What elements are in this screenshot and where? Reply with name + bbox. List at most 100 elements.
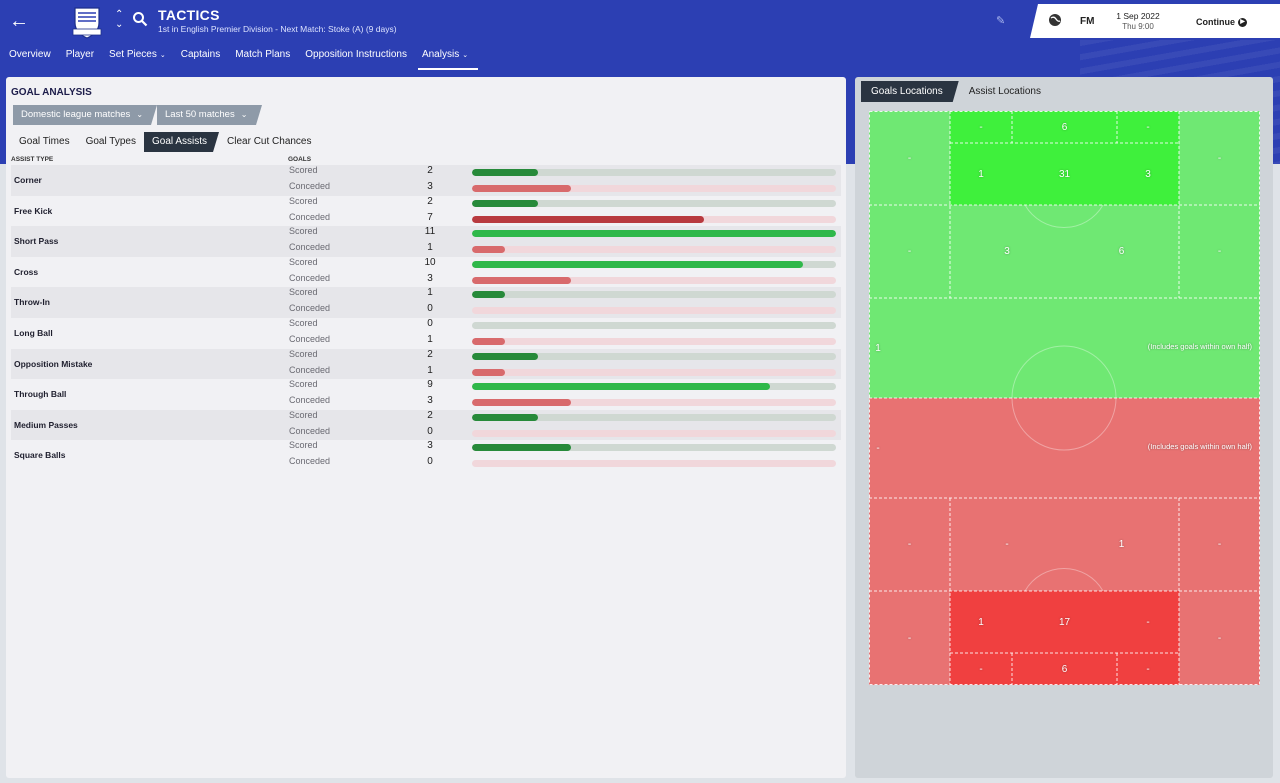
chevron-down-icon: ⌄ xyxy=(462,52,469,59)
nav-tab-label: Match Plans xyxy=(235,49,291,60)
conceded-bar xyxy=(472,215,836,223)
nav-tab-analysis[interactable]: Analysis ⌄ xyxy=(413,46,479,70)
nav-tab-overview[interactable]: Overview xyxy=(0,46,57,68)
own-half-note: (Includes goals within own half) xyxy=(1147,342,1252,351)
scored-label: Scored xyxy=(289,317,318,328)
zone-value: - xyxy=(1146,663,1150,675)
back-arrow-icon[interactable]: ← xyxy=(9,10,29,32)
zone-value: - xyxy=(1217,539,1222,550)
scored-value: 1 xyxy=(427,287,433,299)
scored-bar xyxy=(472,383,836,391)
zone-value: - xyxy=(1217,632,1222,644)
game-date: 1 Sep 2022 xyxy=(1116,11,1160,21)
table-row: Through Ball Scored Conceded 9 3 xyxy=(11,379,841,410)
conceded-bar-fill xyxy=(472,368,506,376)
nav-tab-player[interactable]: Player xyxy=(57,46,100,68)
zone-value: - xyxy=(907,539,912,550)
prev-next-chevron-icon[interactable]: ⌃ ⌄ xyxy=(115,9,124,30)
conceded-value: 1 xyxy=(427,242,433,254)
scored-value: 10 xyxy=(424,256,436,268)
scored-bar xyxy=(472,352,836,360)
zone-value: 1 xyxy=(978,168,984,180)
scored-value: 11 xyxy=(424,226,436,238)
search-icon[interactable] xyxy=(132,11,148,27)
nav-tab-label: Captains xyxy=(180,49,221,60)
table-row: Opposition Mistake Scored Conceded 2 1 xyxy=(11,348,841,380)
conceded-bar-fill xyxy=(472,246,506,254)
scored-bar-fill xyxy=(472,291,506,299)
conceded-value: 1 xyxy=(427,333,433,345)
assist-type-name: Corner xyxy=(14,175,42,185)
globe-icon[interactable] xyxy=(1048,13,1062,27)
scored-bar xyxy=(472,413,836,421)
assist-table: Corner Scored Conceded 2 3 Free Kick Scored Con… xyxy=(11,165,841,471)
scored-label: Scored xyxy=(289,440,318,451)
nav-tab-captains[interactable]: Captains xyxy=(172,46,226,68)
conceded-label: Conceded xyxy=(289,181,331,191)
zone-value: 3 xyxy=(1145,168,1151,180)
chevron-down-icon: ⌄ xyxy=(159,52,166,59)
locations-panel: Goals Locations Assist Locations xyxy=(855,77,1273,778)
table-row: Square Balls Scored Conceded 3 0 xyxy=(11,440,841,471)
tab-assist-locations[interactable]: Assist Locations xyxy=(968,86,1041,97)
conceded-label: Conceded xyxy=(289,364,331,375)
chevron-down-icon: ⌄ xyxy=(136,110,144,119)
conceded-label: Conceded xyxy=(289,272,331,283)
assist-type-name: Opposition Mistake xyxy=(14,358,93,369)
tab-goals-locations[interactable]: Goals Locations xyxy=(861,81,959,102)
nav-tabs: Overview Player Set Pieces ⌄ Captains Match P… xyxy=(0,46,479,70)
edit-pencil-icon[interactable]: ✎ xyxy=(996,15,1006,27)
competition-dropdown[interactable]: Domestic league matches ⌄ xyxy=(13,105,157,125)
conceded-label: Conceded xyxy=(289,242,331,253)
subtab-goal-assists[interactable]: Goal Assists xyxy=(144,132,219,152)
range-dropdown[interactable]: Last 50 matches ⌄ xyxy=(157,105,262,125)
goal-analysis-panel: GOAL ANALYSIS Domestic league matches ⌄ L… xyxy=(6,77,846,778)
conceded-label: Conceded xyxy=(289,395,331,406)
table-row: Corner Scored Conceded 2 3 xyxy=(11,165,841,196)
scored-bar-fill xyxy=(472,169,539,176)
continue-button[interactable]: Continue ▶ xyxy=(1196,17,1247,28)
scored-bar-fill xyxy=(472,352,539,360)
subtab-goal-times[interactable]: Goal Times xyxy=(19,136,70,147)
scored-label: Scored xyxy=(289,195,318,206)
scored-bar xyxy=(472,230,836,238)
assist-type-header: ASSIST TYPE xyxy=(11,156,54,163)
fm-logo[interactable]: FM xyxy=(1080,16,1095,27)
status-box: FM 1 Sep 2022 Thu 9:00 Continue ▶ xyxy=(1030,4,1280,38)
scored-bar xyxy=(472,321,836,329)
scored-value: 2 xyxy=(427,195,433,207)
conceded-label: Conceded xyxy=(289,456,331,467)
nav-tab-match-plans[interactable]: Match Plans xyxy=(226,46,296,68)
scored-label: Scored xyxy=(289,165,318,175)
table-row: Medium Passes Scored Conceded 2 0 xyxy=(11,409,841,441)
subtab-goal-types[interactable]: Goal Types xyxy=(85,136,136,147)
zone-value: - xyxy=(1217,152,1222,164)
nav-tab-set-pieces[interactable]: Set Pieces ⌄ xyxy=(100,46,172,68)
nav-tab-label: Analysis xyxy=(421,49,460,60)
scored-bar xyxy=(472,291,836,299)
range-dropdown-label: Last 50 matches xyxy=(165,109,235,120)
chevron-down-icon: ⌄ xyxy=(240,110,248,119)
conceded-label: Conceded xyxy=(289,303,331,314)
page-title: TACTICS xyxy=(158,7,220,23)
pitch-labels: - 6 - 1 31 3 - - - 3 6 - 1 (Includes goa… xyxy=(869,111,1260,685)
scored-value: 2 xyxy=(427,348,433,360)
continue-arrow-icon: ▶ xyxy=(1238,18,1247,28)
conceded-bar xyxy=(472,368,836,376)
conceded-label: Conceded xyxy=(289,211,331,222)
zone-value: - xyxy=(1146,121,1150,133)
continue-label: Continue xyxy=(1196,17,1235,27)
subtab-clear-cut-chances[interactable]: Clear Cut Chances xyxy=(227,136,312,147)
zone-value: - xyxy=(876,442,880,454)
assist-type-name: Square Balls xyxy=(14,450,66,461)
analysis-subtabs: Goal Times Goal Types Goal Assists Clear Cu… xyxy=(11,132,320,152)
scored-label: Scored xyxy=(289,256,318,267)
scored-bar xyxy=(472,169,836,176)
scored-value: 3 xyxy=(427,440,433,452)
nav-tab-opposition-instructions[interactable]: Opposition Instructions xyxy=(296,46,413,68)
scored-value: 0 xyxy=(427,317,433,329)
table-row: Cross Scored Conceded 10 3 xyxy=(11,257,841,288)
conceded-bar xyxy=(472,337,836,345)
conceded-bar-fill xyxy=(472,399,572,407)
conceded-bar-fill xyxy=(472,276,572,284)
